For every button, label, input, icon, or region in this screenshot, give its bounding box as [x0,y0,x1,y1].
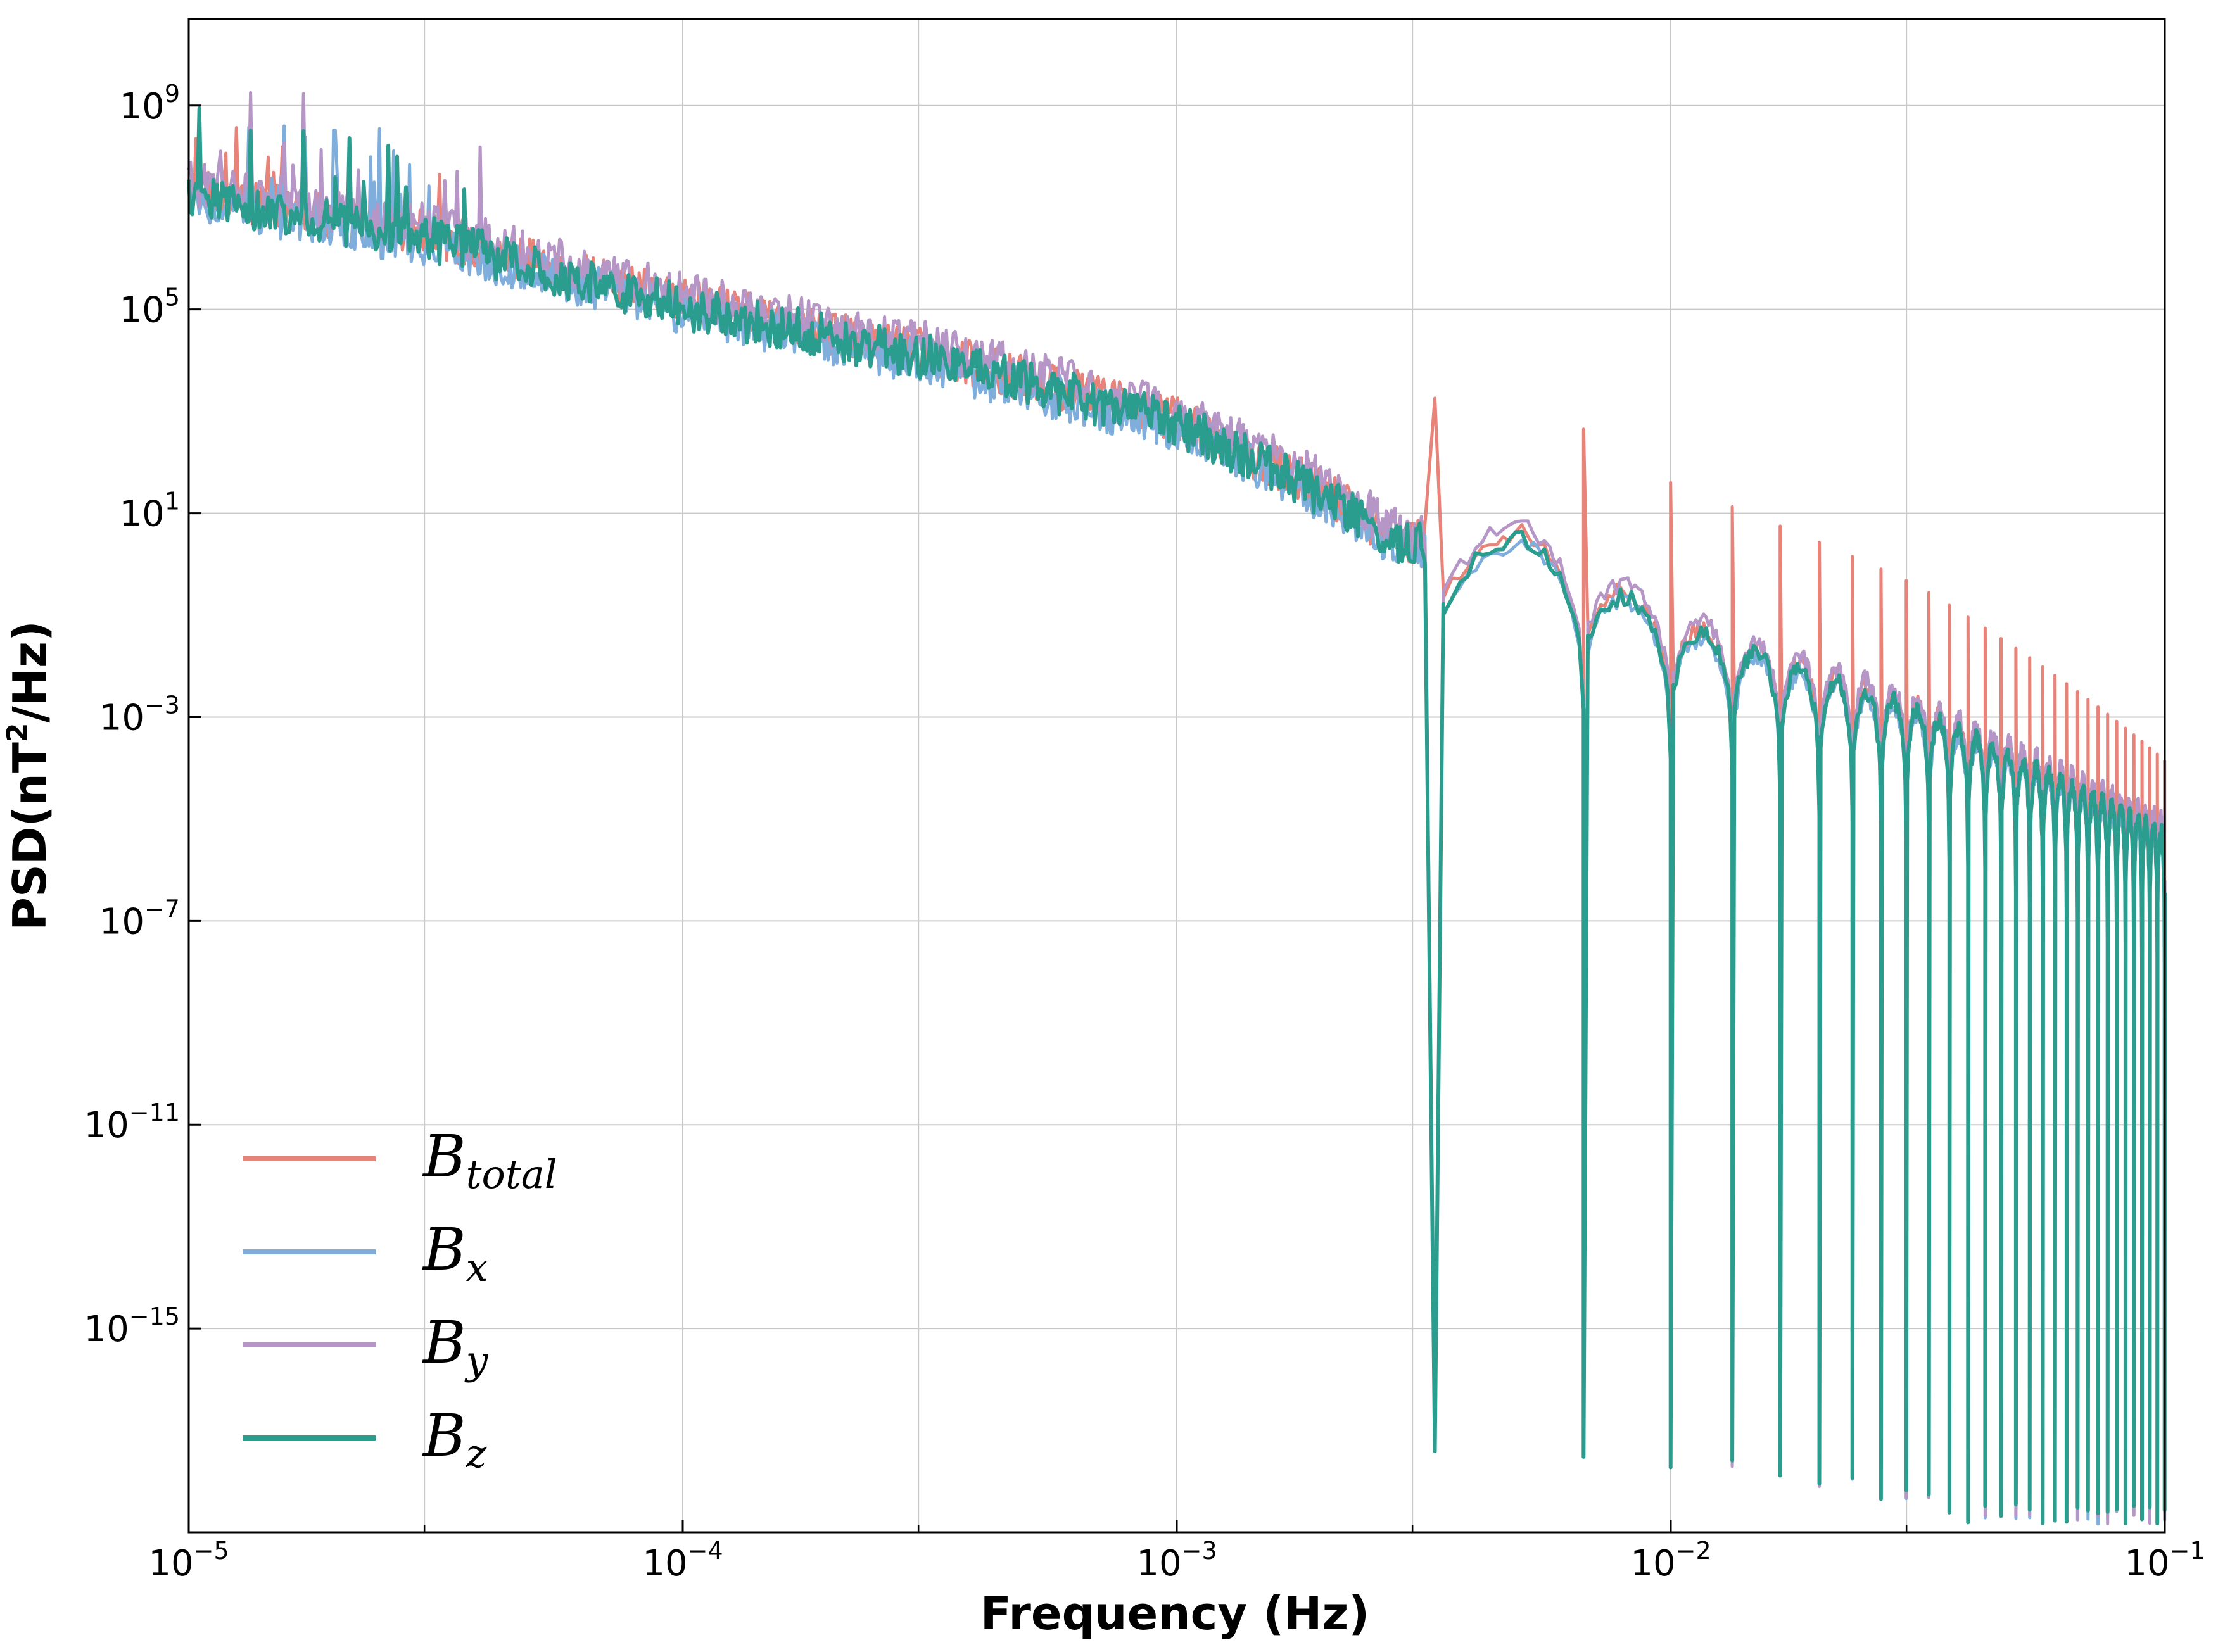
legend-label-base: B [422,1216,466,1283]
y-tick-base: 10 [84,1105,129,1146]
legend-label: Bz [422,1402,487,1477]
y-axis-title: PSD(nT2/Hz) [1,621,56,931]
x-tick-exponent: −2 [1676,1537,1711,1565]
y-tick-label: 10−7 [99,895,180,942]
y-tick-exponent: 1 [165,488,180,515]
legend-label-subscript: total [466,1151,557,1197]
x-tick-exponent: −5 [194,1537,229,1565]
x-tick-base: 10 [2124,1543,2169,1584]
x-tick-exponent: −4 [688,1537,723,1565]
y-axis-title-prefix: PSD(nT [3,742,56,931]
y-tick-base: 10 [99,901,144,942]
x-tick-label: 10−2 [1630,1537,1711,1584]
legend-label-base: B [422,1123,466,1190]
legend-label-subscript: y [464,1337,489,1384]
x-tick-base: 10 [1630,1543,1675,1584]
x-tick-label: 10−1 [2124,1537,2205,1584]
y-tick-label: 10−3 [99,691,180,738]
y-tick-exponent: −15 [129,1302,180,1330]
x-tick-base: 10 [148,1543,193,1584]
y-tick-exponent: 9 [165,80,180,108]
x-tick-label: 10−3 [1136,1537,1217,1584]
legend-label: Bx [422,1216,488,1290]
legend-label-subscript: z [466,1430,487,1477]
series-layer [187,91,2167,1526]
y-tick-label: 10−11 [84,1099,180,1146]
y-tick-label: 109 [120,80,180,127]
y-tick-label: 10−15 [84,1302,180,1350]
x-tick-label: 10−5 [148,1537,229,1584]
x-tick-exponent: −1 [2170,1537,2205,1565]
y-axis-title-sup: 2 [1,723,34,743]
series-line-b-z [187,106,2167,1526]
y-tick-exponent: −11 [129,1099,180,1126]
y-tick-exponent: 5 [165,284,180,312]
y-tick-label: 101 [120,488,180,535]
x-tick-base: 10 [1136,1543,1181,1584]
y-tick-base: 10 [120,290,165,331]
x-tick-label: 10−4 [642,1537,723,1584]
x-axis-title: Frequency (Hz) [980,1587,1369,1640]
y-tick-base: 10 [99,697,144,738]
legend-label-base: B [422,1309,466,1377]
legend-label-subscript: x [466,1244,488,1290]
legend-label: Btotal [422,1123,557,1197]
y-tick-base: 10 [84,1309,129,1350]
y-tick-exponent: −7 [144,895,180,923]
legend-label-base: B [422,1402,466,1470]
x-tick-base: 10 [642,1543,687,1584]
y-tick-label: 105 [120,284,180,331]
y-tick-base: 10 [120,86,165,127]
y-tick-exponent: −3 [144,691,180,719]
y-tick-base: 10 [120,494,165,535]
legend-label: By [422,1309,489,1384]
x-tick-labels: 10−5 10−4 10−3 10−2 10−1 [148,1537,2205,1584]
x-tick-exponent: −3 [1182,1537,1217,1565]
axis-ticks [187,104,2166,1532]
y-axis-title-suffix: /Hz) [3,621,56,722]
